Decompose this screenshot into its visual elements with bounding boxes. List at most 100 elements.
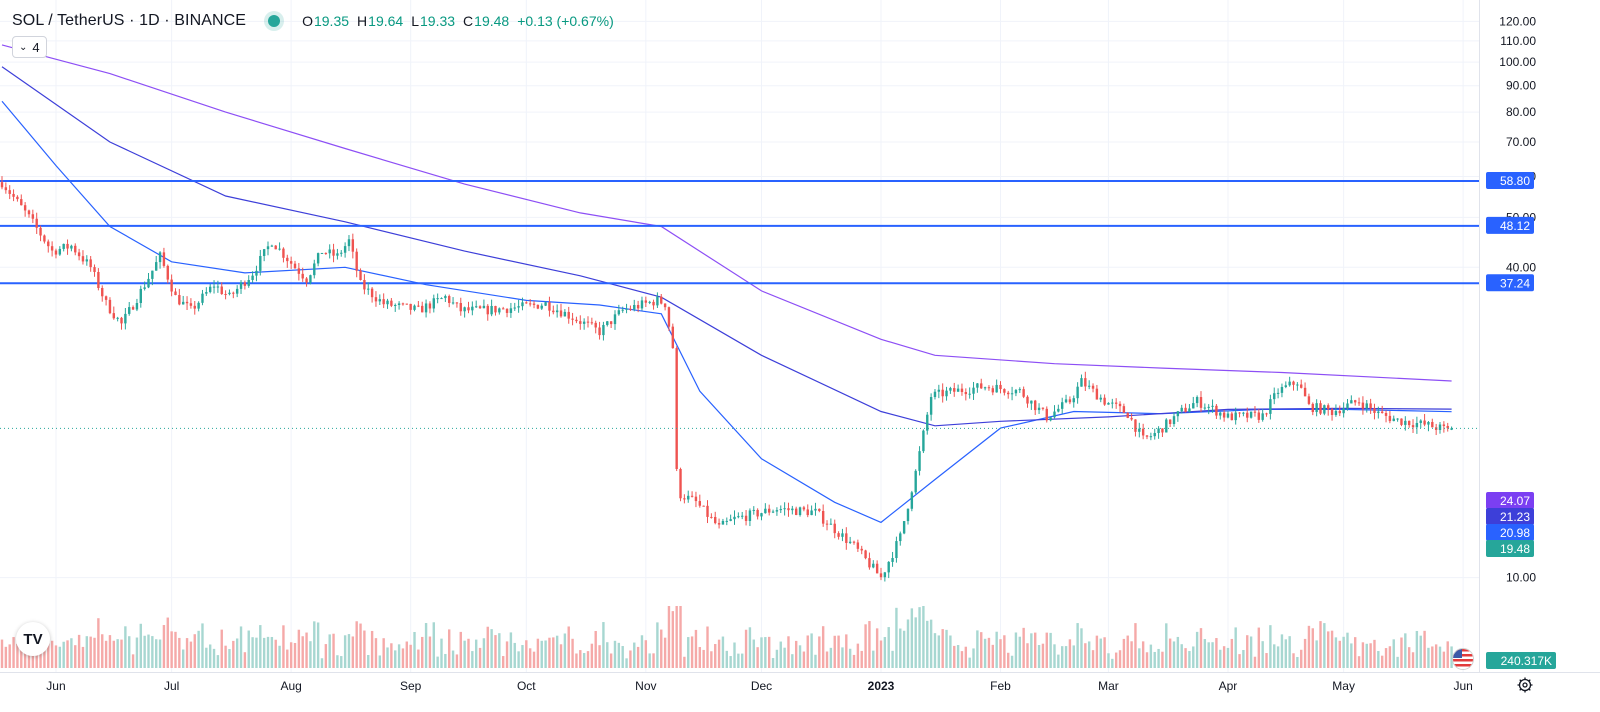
- volume-bar: [798, 645, 802, 668]
- candle-body: [1180, 407, 1183, 412]
- candle-body: [964, 392, 968, 395]
- candle-body: [1369, 403, 1372, 409]
- candle-body: [62, 243, 65, 249]
- volume-bar: [590, 643, 594, 668]
- candle-body: [370, 288, 374, 298]
- candle-body: [1130, 417, 1133, 420]
- volume-bar: [205, 647, 208, 668]
- gear-icon[interactable]: [1516, 676, 1534, 694]
- volume-bar: [579, 650, 582, 668]
- volume-bar: [251, 637, 254, 668]
- candle-body: [336, 253, 339, 256]
- candle-body: [902, 521, 906, 534]
- candle-body: [818, 508, 821, 511]
- candle-body: [1099, 397, 1102, 400]
- candle-body: [409, 303, 412, 310]
- candle-body: [1353, 400, 1357, 403]
- volume-bar: [112, 640, 116, 668]
- time-axis-tick-label: Aug: [280, 679, 301, 693]
- candle-body: [513, 307, 516, 309]
- volume-bar: [956, 645, 960, 668]
- volume-bar: [413, 631, 416, 668]
- volume-bar: [305, 632, 308, 668]
- candle-body: [671, 326, 675, 349]
- volume-bar: [525, 640, 528, 668]
- candle-body: [1411, 425, 1415, 428]
- volume-bar: [1168, 638, 1172, 668]
- candle-body: [1307, 396, 1311, 404]
- volume-bar: [455, 654, 459, 668]
- candle-body: [455, 302, 459, 304]
- volume-bar: [1045, 632, 1048, 668]
- candle-body: [760, 513, 763, 517]
- candle-body: [401, 303, 405, 305]
- volume-bar: [1230, 638, 1234, 668]
- volume-bar: [471, 651, 474, 668]
- candle-body: [544, 302, 547, 306]
- candle-body: [1010, 393, 1014, 395]
- candle-body: [1087, 385, 1091, 387]
- candle-body: [216, 286, 220, 288]
- volume-bar: [687, 637, 690, 668]
- candle-body: [1438, 424, 1442, 430]
- tradingview-logo-icon[interactable]: TV: [16, 622, 50, 656]
- candle-body: [1338, 410, 1341, 414]
- candle-body: [424, 303, 428, 313]
- volume-bar: [586, 651, 590, 668]
- volume-bar: [359, 623, 362, 668]
- volume-bar: [598, 645, 601, 668]
- volume-bar: [1114, 652, 1118, 668]
- volume-bar: [297, 629, 301, 668]
- volume-bar: [135, 637, 139, 668]
- price-axis-badge-label: 58.80: [1500, 174, 1530, 188]
- indicators-toggle-button[interactable]: ⌄ 4: [12, 36, 47, 58]
- candle-body: [1003, 389, 1006, 393]
- candle-body: [498, 308, 501, 313]
- price-axis-badge: [1486, 172, 1534, 190]
- volume-bar: [926, 620, 929, 668]
- volume-bar: [77, 634, 81, 668]
- volume-bar: [698, 647, 702, 668]
- volume-bar: [690, 636, 694, 668]
- volume-bar: [1380, 655, 1384, 668]
- candle-body: [640, 300, 644, 309]
- candle-body: [1380, 411, 1384, 413]
- volume-bar: [606, 642, 609, 668]
- candle-body: [521, 302, 524, 307]
- volume-bar: [1404, 633, 1407, 668]
- volume-bar: [1330, 630, 1334, 668]
- candle-body: [509, 308, 513, 313]
- volume-bar: [278, 645, 281, 668]
- volume-bar: [193, 634, 196, 668]
- candle-body: [802, 507, 806, 510]
- candle-body: [501, 308, 505, 310]
- volume-bar: [108, 635, 112, 668]
- candle-body: [991, 388, 995, 393]
- volume-bar: [0, 639, 4, 668]
- volume-bar: [714, 644, 717, 668]
- candle-body: [1068, 399, 1072, 403]
- candle-body: [752, 509, 755, 511]
- candle-body: [733, 516, 736, 520]
- volume-bar: [544, 640, 547, 668]
- candle-body: [690, 495, 694, 497]
- symbol-title[interactable]: SOL / TetherUS · 1D · BINANCE: [12, 12, 247, 29]
- candle-body: [875, 563, 879, 574]
- volume-bar: [1400, 637, 1403, 668]
- volume-bar: [490, 629, 493, 668]
- volume-bar: [486, 626, 489, 668]
- candle-body: [741, 515, 744, 517]
- close-value: 19.48: [474, 13, 510, 29]
- candle-body: [1091, 385, 1095, 389]
- volume-bar: [235, 638, 239, 668]
- us-flag-icon[interactable]: [1452, 648, 1474, 670]
- volume-bar: [1207, 642, 1210, 668]
- chevron-down-icon: ⌄: [19, 41, 28, 53]
- candle-body: [340, 252, 343, 254]
- candle-body: [478, 306, 482, 309]
- volume-bar: [224, 645, 227, 668]
- volume-bar: [1103, 637, 1106, 668]
- volume-bar: [1373, 639, 1376, 668]
